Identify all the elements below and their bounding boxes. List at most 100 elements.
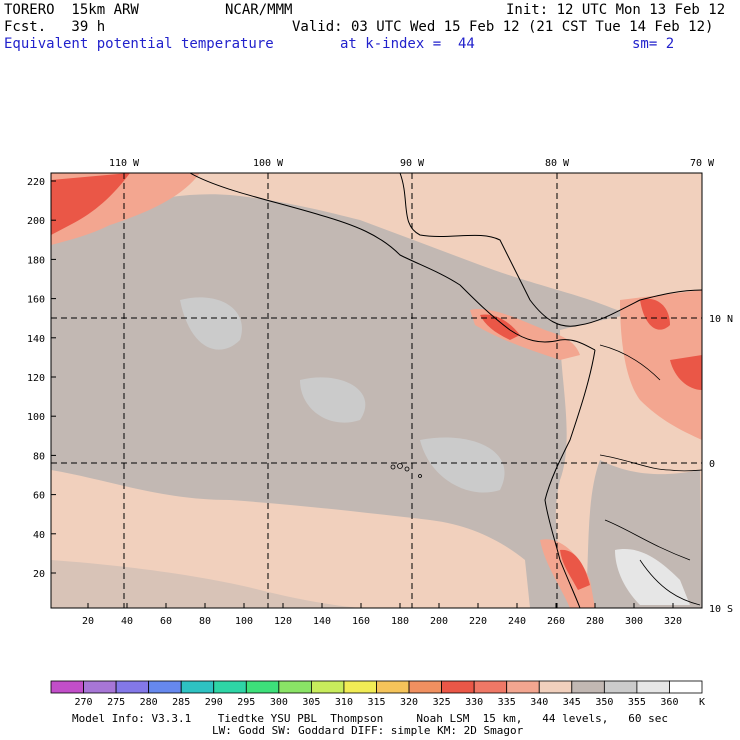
colorbar-label: 360	[660, 697, 678, 708]
colorbar-swatch	[278, 680, 312, 694]
colorbar-label: 275	[107, 697, 125, 708]
colorbar-label: 320	[400, 697, 418, 708]
init-time: Init: 12 UTC Mon 13 Feb 12	[506, 2, 726, 18]
theta-e-field	[51, 173, 702, 608]
colorbar-label: 350	[595, 697, 613, 708]
x-tick-label: 280	[586, 616, 604, 627]
y-axis-ticks: 220 200 180 160 140 120 100 80 60 40 20	[27, 177, 56, 580]
colorbar-label: 285	[172, 697, 190, 708]
x-tick-label: 200	[430, 616, 448, 627]
x-tick-label: 320	[664, 616, 682, 627]
colorbar-swatch	[213, 680, 247, 694]
x-tick-label: 140	[313, 616, 331, 627]
y-tick-label: 80	[33, 451, 45, 462]
x-tick-label: 220	[469, 616, 487, 627]
colorbar-swatch	[180, 680, 215, 694]
longitude-label: 100 W	[253, 158, 284, 169]
colorbar-label: 315	[367, 697, 385, 708]
x-tick-label: 80	[199, 616, 211, 627]
hot-spot-venezuela	[640, 298, 670, 330]
colorbar-swatch	[343, 680, 377, 694]
x-tick-label: 40	[121, 616, 133, 627]
cold-region-southeast	[615, 549, 690, 605]
x-tick-label: 260	[547, 616, 565, 627]
latitude-labels: 10 N 0 10 S	[709, 314, 733, 615]
colorbar-label: 355	[628, 697, 646, 708]
x-axis-ticks: 20 40 60 80 100 120 140 160 180 200 220 240 260 280 30…	[82, 603, 682, 627]
level-info: at k-index = 44	[340, 36, 475, 52]
x-tick-label: 60	[160, 616, 172, 627]
colorbar-swatch	[245, 680, 280, 694]
colorbar-label: 300	[270, 697, 288, 708]
colorbar: 270 275 280 285 290 295 300 305 310 315 320 325 330 3…	[50, 680, 705, 708]
colorbar-swatch	[310, 680, 345, 694]
colorbar-label: 270	[75, 697, 93, 708]
y-tick-label: 160	[27, 295, 45, 306]
colorbar-swatch	[50, 680, 84, 694]
hot-spot-peru	[560, 549, 590, 590]
hot-spot-costa-rica	[480, 314, 520, 340]
x-tick-label: 20	[82, 616, 94, 627]
y-tick-label: 40	[33, 530, 45, 541]
colorbar-swatch	[148, 680, 182, 694]
physics-info-line: LW: Godd SW: Goddard DIFF: simple KM: 2D…	[212, 724, 524, 737]
longitude-label: 90 W	[400, 158, 425, 169]
x-tick-label: 160	[352, 616, 370, 627]
longitude-labels: 110 W 100 W 90 W 80 W 70 W	[109, 158, 715, 169]
field-name: Equivalent potential temperature	[4, 36, 274, 52]
y-tick-label: 140	[27, 334, 45, 345]
warm-region-north	[51, 173, 702, 330]
x-tick-label: 100	[235, 616, 253, 627]
x-tick-label: 180	[391, 616, 409, 627]
coastline-south-america	[544, 349, 596, 608]
hot-spot-northwest	[51, 173, 130, 235]
colorbar-label: 305	[302, 697, 320, 708]
colorbar-swatch	[538, 680, 573, 694]
hot-spot-colombia	[670, 355, 702, 390]
border-lines	[599, 344, 702, 606]
forecast-hour: Fcst. 39 h	[4, 19, 106, 35]
x-tick-label: 240	[508, 616, 526, 627]
y-tick-label: 180	[27, 255, 45, 266]
colorbar-swatch	[669, 680, 703, 694]
y-tick-label: 100	[27, 412, 45, 423]
colorbar-label: 335	[498, 697, 516, 708]
colorbar-label: 310	[335, 697, 353, 708]
warmer-region-venezuela	[620, 290, 702, 440]
longitude-label: 70 W	[690, 158, 715, 169]
ocean-cool-patch-2	[300, 377, 366, 423]
graticule	[51, 173, 702, 608]
valid-time: Valid: 03 UTC Wed 15 Feb 12 (21 CST Tue …	[292, 19, 714, 35]
latitude-label: 10 S	[709, 604, 733, 615]
x-tick-label: 120	[274, 616, 292, 627]
colorbar-label: 340	[530, 697, 548, 708]
colorbar-label: 330	[465, 697, 483, 708]
colorbar-swatch	[441, 680, 475, 694]
colorbar-swatch	[408, 680, 442, 694]
colorbar-label: 325	[433, 697, 451, 708]
longitude-label: 80 W	[545, 158, 570, 169]
smoothing-info: sm= 2	[632, 36, 675, 52]
model-info-line: Model Info: V3.3.1 Tiedtke YSU PBL Thomp…	[72, 712, 669, 725]
colorbar-swatch	[376, 680, 410, 694]
coastline-gulf	[399, 173, 702, 327]
ocean-cool-patch-3	[420, 437, 505, 493]
y-tick-label: 200	[27, 216, 45, 227]
galapagos-islands	[390, 463, 422, 478]
colorbar-swatch	[603, 680, 638, 694]
colorbar-label: 290	[205, 697, 223, 708]
x-tick-label: 300	[625, 616, 643, 627]
colorbar-unit: K	[699, 697, 705, 708]
y-tick-label: 220	[27, 177, 45, 188]
latitude-label: 10 N	[709, 314, 733, 325]
andes-cool-region	[585, 460, 702, 608]
ocean-cool-patch-1	[180, 297, 242, 350]
colorbar-swatch	[115, 680, 150, 694]
warmer-region-peru	[540, 539, 595, 608]
coastline-mexico-central-america	[189, 173, 596, 351]
colorbar-swatch	[473, 680, 508, 694]
colorbar-swatch	[571, 680, 605, 694]
model-title: TORERO 15km ARW	[4, 2, 139, 18]
colorbar-swatch	[636, 680, 670, 694]
ocean-tongue-south	[51, 560, 360, 608]
